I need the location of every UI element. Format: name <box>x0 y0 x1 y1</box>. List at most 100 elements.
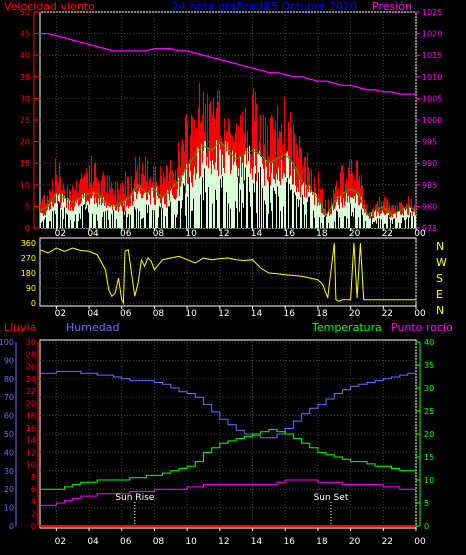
wind-gust-bar <box>274 129 275 228</box>
wind-calm-gap <box>41 222 42 228</box>
wind-avg-bar <box>166 207 167 228</box>
wind-calm-gap <box>205 192 206 228</box>
wind-calm-gap <box>44 219 45 228</box>
wind-avg-bar <box>261 156 262 228</box>
x-tick-label: 14 <box>251 309 263 319</box>
wind-y-tick-label: 25 <box>20 116 30 125</box>
wind-gust-bar <box>81 172 82 228</box>
wind-avg-bar <box>385 215 386 228</box>
wind-avg-bar <box>387 213 388 228</box>
wind-avg-bar <box>139 188 140 228</box>
wind-avg-bar <box>310 192 311 228</box>
wind-avg-bar <box>156 187 157 228</box>
wind-calm-gap <box>286 181 287 228</box>
wind-calm-gap <box>158 217 159 228</box>
wind-avg-bar <box>176 197 177 228</box>
wind-calm-gap <box>84 204 85 228</box>
wind-calm-gap <box>184 185 185 228</box>
wind-calm-gap <box>238 176 239 228</box>
wind-avg-bar <box>119 206 120 228</box>
wind-avg-bar <box>332 204 333 228</box>
wind-calm-gap <box>139 211 140 228</box>
wind-avg-bar <box>108 206 109 228</box>
wind-calm-gap <box>107 210 108 228</box>
wind-calm-gap <box>236 208 237 228</box>
wind-calm-gap <box>406 219 407 228</box>
wind-avg-bar <box>213 164 214 228</box>
wind-avg-bar <box>48 204 49 228</box>
wind-gust-bar <box>185 116 186 228</box>
wind-calm-gap <box>66 213 67 228</box>
rain-y-tick-label: 4 <box>31 497 36 506</box>
wind-gust-bar <box>217 90 218 228</box>
wind-calm-gap <box>80 219 81 228</box>
sunrise-label: Sun Rise <box>115 493 154 503</box>
wind-avg-bar <box>120 204 121 228</box>
wind-avg-bar <box>78 206 79 228</box>
wind-avg-bar <box>93 191 94 228</box>
wind-calm-gap <box>254 192 255 228</box>
wind-avg-bar <box>272 163 273 228</box>
wind-avg-bar <box>411 211 412 228</box>
wind-calm-gap <box>244 180 245 228</box>
wind-gust-bar <box>80 178 81 228</box>
wind-calm-gap <box>280 210 281 228</box>
wind-gust-bar <box>218 102 219 228</box>
wind-calm-gap <box>361 209 362 228</box>
rain-y-tick-label: 26 <box>26 363 36 372</box>
wind-avg-bar <box>378 212 379 228</box>
wind-gust-bar <box>379 197 380 228</box>
wind-calm-gap <box>328 223 329 228</box>
wind-gust-bar <box>94 163 95 228</box>
rain-y-tick-label: 8 <box>31 473 36 482</box>
wind-avg-bar <box>347 202 348 228</box>
wind-calm-gap <box>226 192 227 228</box>
wind-avg-bar <box>232 150 233 228</box>
wind-avg-bar <box>210 160 211 228</box>
wind-gust-bar <box>213 98 214 228</box>
wind-calm-gap <box>283 206 284 228</box>
wind-y-tick-label: 35 <box>20 73 30 82</box>
wind-avg-bar <box>63 202 64 228</box>
direction-y-tick-label: 90 <box>26 284 36 293</box>
wind-gust-bar <box>169 171 170 228</box>
wind-calm-gap <box>347 218 348 228</box>
rain-y-tick-label: 10 <box>26 461 36 470</box>
wind-avg-bar <box>73 211 74 228</box>
wind-calm-gap <box>228 203 229 228</box>
wind-avg-bar <box>320 203 321 228</box>
wind-gust-bar <box>115 181 116 228</box>
dewpoint-line <box>40 479 416 506</box>
wind-avg-bar <box>190 171 191 228</box>
wind-avg-bar <box>138 191 139 228</box>
wind-calm-gap <box>128 214 129 228</box>
wind-avg-bar <box>311 190 312 228</box>
wind-calm-gap <box>222 176 223 228</box>
wind-calm-gap <box>253 183 254 228</box>
wind-calm-gap <box>212 203 213 228</box>
wind-calm-gap <box>255 173 256 228</box>
rain-y-tick-label: 30 <box>26 338 36 347</box>
wind-gust-bar <box>118 189 119 228</box>
wind-avg-bar <box>252 179 253 228</box>
wind-calm-gap <box>200 194 201 228</box>
wind-gust-bar <box>200 122 201 228</box>
wind-avg-bar <box>405 210 406 228</box>
wind-avg-bar <box>143 194 144 228</box>
wind-avg-bar <box>305 185 306 228</box>
direction-panel-grid <box>40 242 417 304</box>
wind-avg-bar <box>408 214 409 228</box>
wind-avg-bar <box>194 166 195 228</box>
wind-gust-bar <box>373 207 374 228</box>
wind-avg-bar <box>254 149 255 228</box>
wind-gust-bar <box>351 159 352 228</box>
wind-gust-bar <box>321 189 322 228</box>
wind-gust-bar <box>43 196 44 228</box>
pressure-line <box>40 32 416 95</box>
wind-gust-bar <box>342 164 343 228</box>
wind-avg-bar <box>358 204 359 228</box>
chart-date: 25 Octubre 2020 <box>264 0 357 13</box>
wind-calm-gap <box>162 208 163 228</box>
wind-gust-bar <box>150 177 151 228</box>
rain-y-tick-label: 16 <box>26 424 36 433</box>
